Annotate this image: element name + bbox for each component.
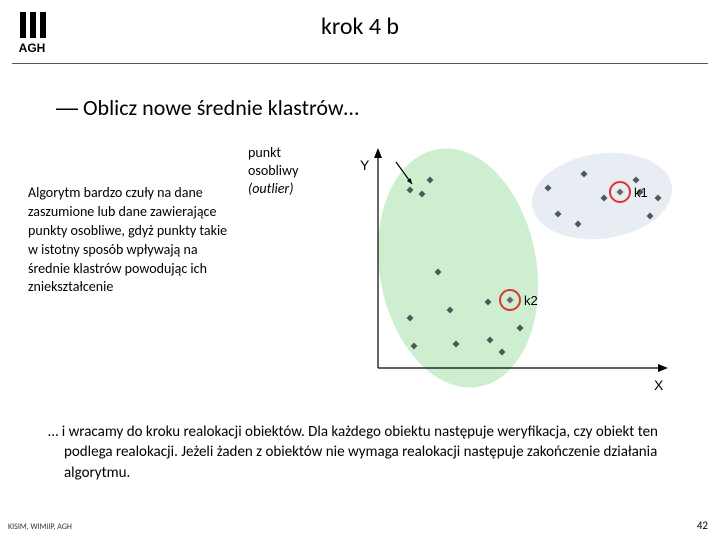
bottom-paragraph: … i wracamy do kroku realokacji obiektów… xyxy=(32,422,692,483)
main-bullet: ― Oblicz nowe średnie klastrów… xyxy=(56,94,359,121)
svg-text:Y: Y xyxy=(360,157,370,173)
svg-text:k1: k1 xyxy=(634,185,648,200)
footer-text: KISIM, WIMiIP, AGH xyxy=(8,522,72,532)
svg-text:X: X xyxy=(654,377,664,393)
page-number: 42 xyxy=(697,519,708,532)
side-paragraph: Algorytm bardzo czuły na dane zaszumione… xyxy=(28,184,228,297)
logo-text: AGH xyxy=(19,41,46,55)
scatter-chart: Y Xk1 k2 xyxy=(340,140,680,400)
page-title: krok 4 b xyxy=(321,12,399,41)
bullet-text: Oblicz nowe średnie klastrów… xyxy=(83,94,359,121)
agh-logo: AGH xyxy=(16,8,60,63)
outlier-label: punkt osobliwy (outlier) xyxy=(248,144,328,199)
svg-text:k2: k2 xyxy=(524,293,538,308)
